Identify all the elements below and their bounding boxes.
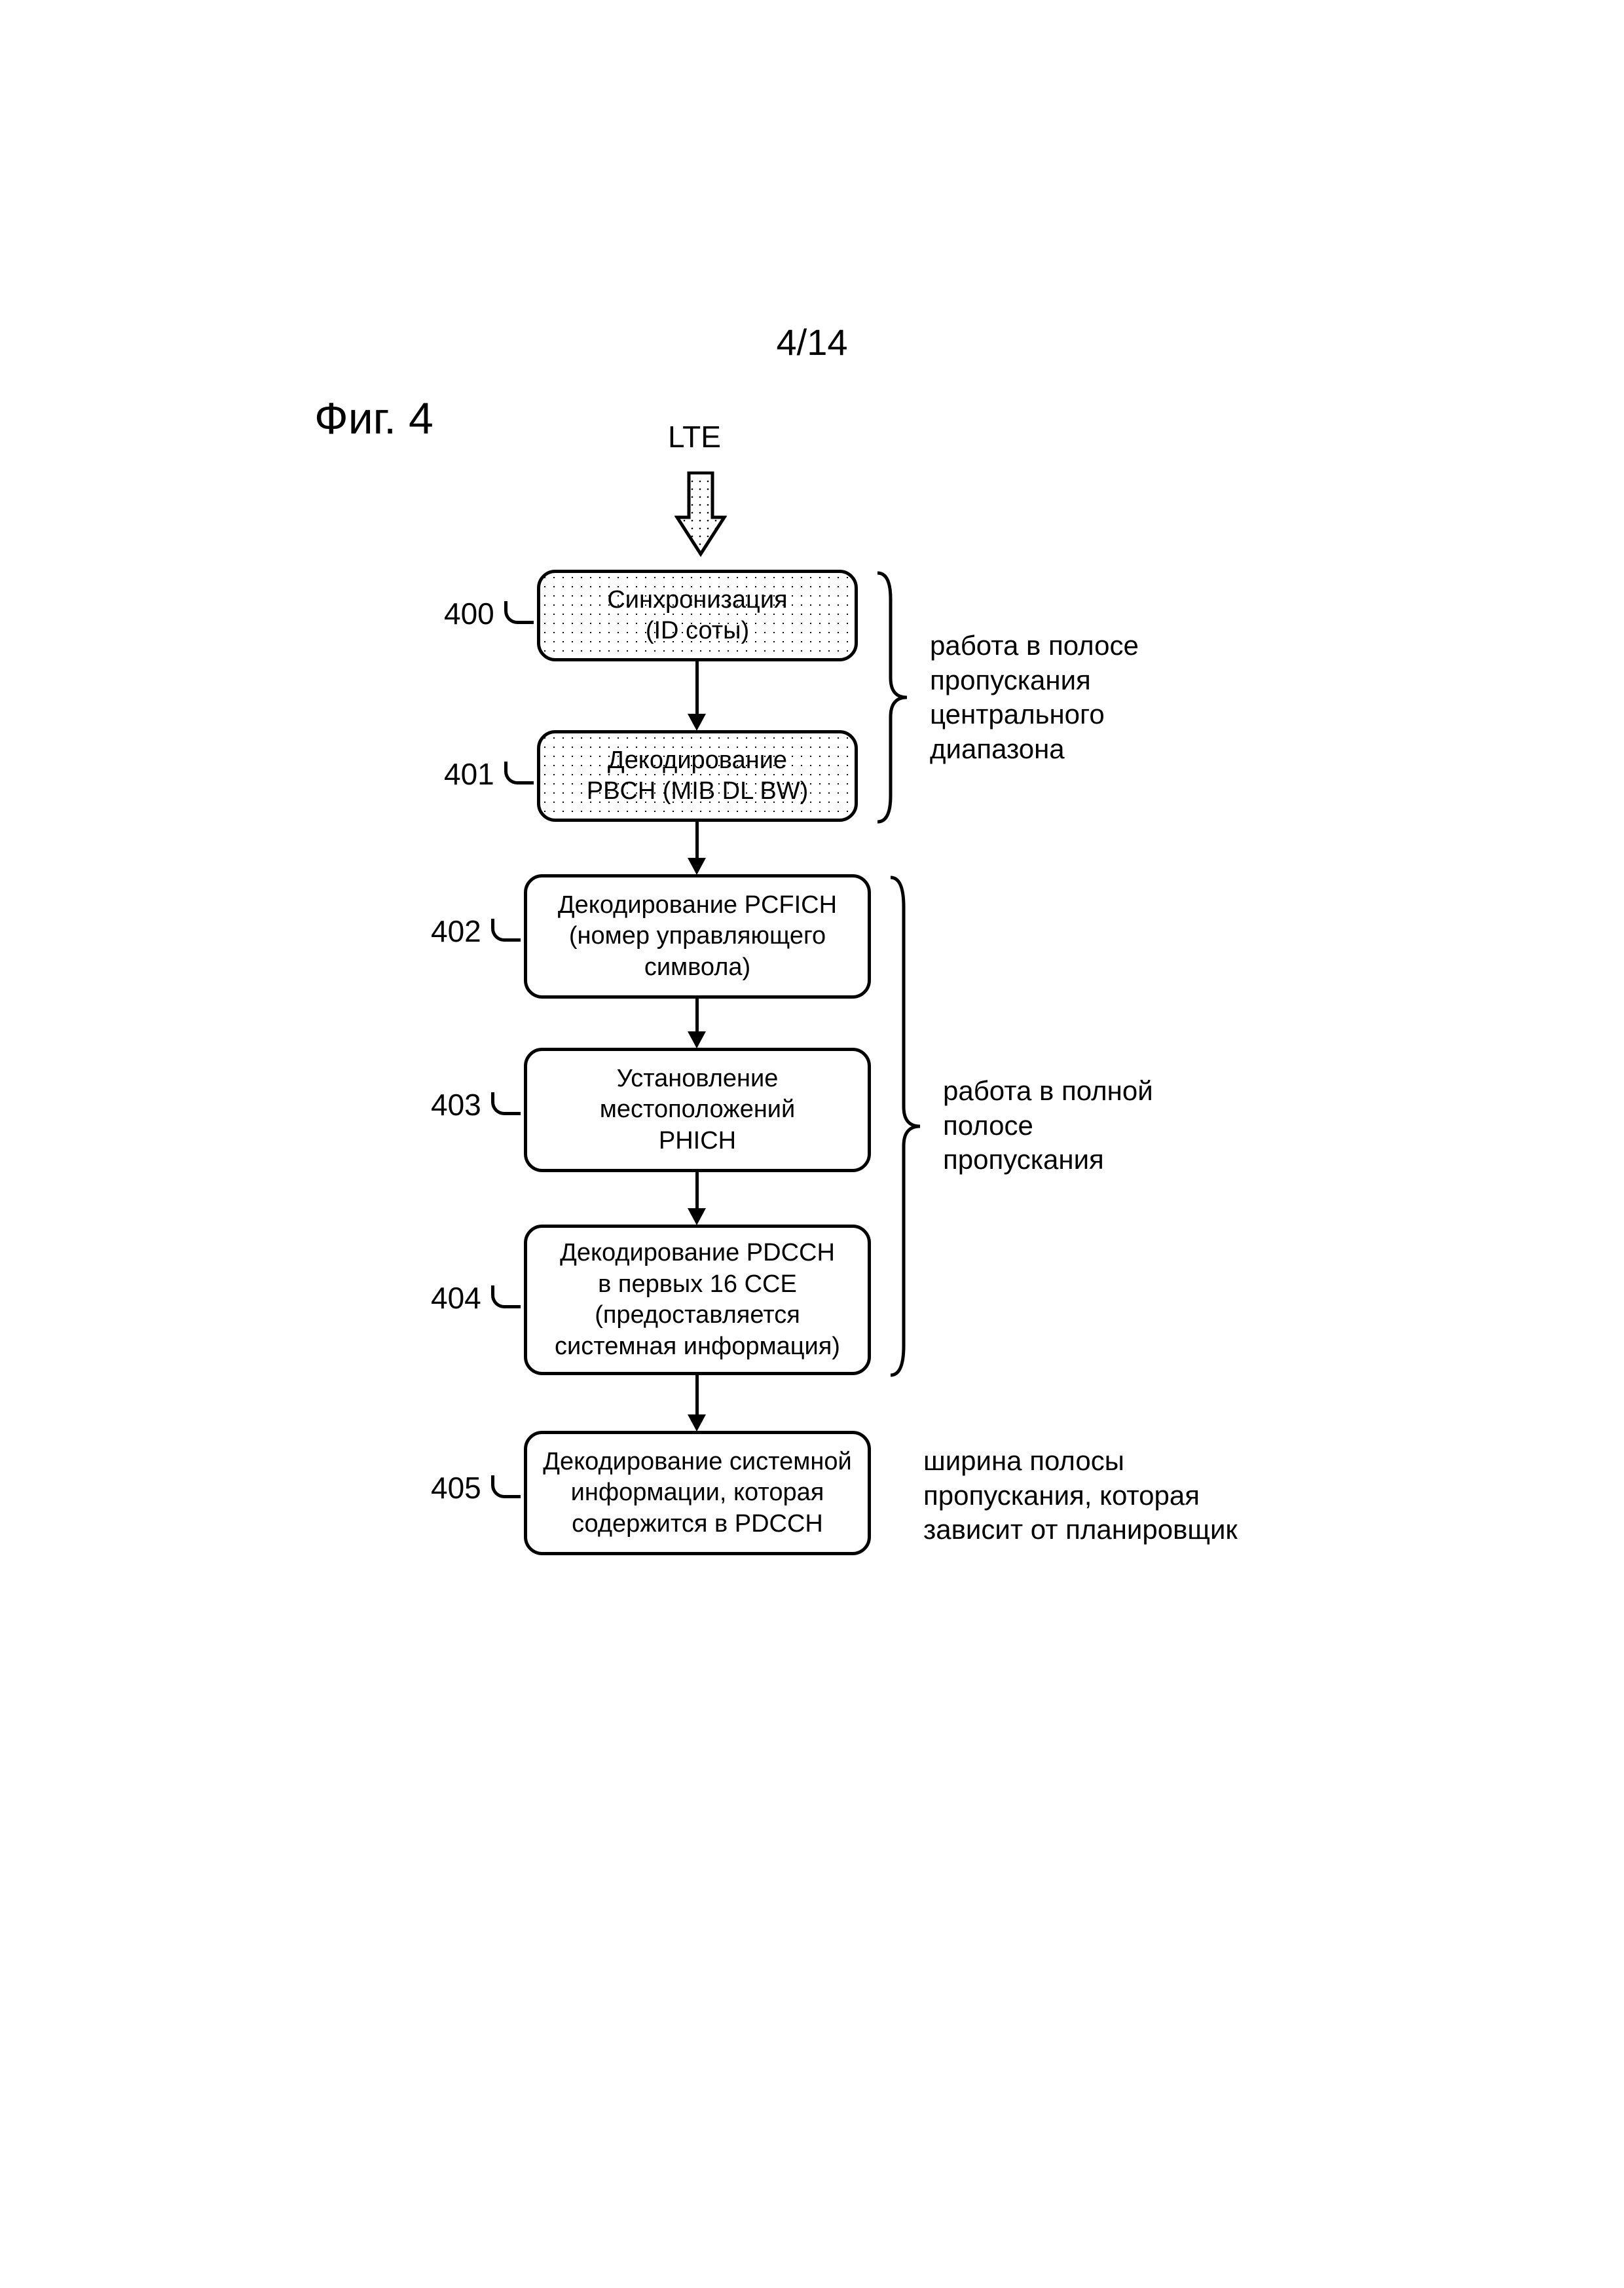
ref-400: 400 (444, 596, 494, 631)
ref-403-hook (491, 1092, 521, 1115)
start-arrow-icon (674, 471, 727, 557)
side-label-2: работа в полной полосе пропускания (943, 1074, 1153, 1177)
step-402-line3: символа) (644, 952, 750, 984)
step-404-line3: (предоставляется (595, 1300, 800, 1331)
page-number: 4/14 (777, 321, 848, 363)
arrow-404-405 (695, 1375, 699, 1414)
arrow-401-402 (695, 822, 699, 858)
step-402-box: Декодирование PCFICH (номер управляющего… (524, 874, 871, 999)
side-2-line2: полосе (943, 1109, 1153, 1143)
ref-405-hook (491, 1475, 521, 1498)
step-404-box: Декодирование PDCCH в первых 16 CCE (пре… (524, 1225, 871, 1375)
side-1-line2: пропускания (930, 663, 1139, 698)
arrow-403-404 (695, 1172, 699, 1208)
step-402-line1: Декодирование PCFICH (558, 890, 837, 921)
step-405-line2: информации, которая (571, 1477, 824, 1509)
brace-1-icon (874, 570, 913, 825)
ref-401-hook (504, 762, 534, 784)
ref-403: 403 (431, 1087, 481, 1122)
side-2-line1: работа в полной (943, 1074, 1153, 1109)
ref-401: 401 (444, 756, 494, 792)
step-403-line1: Установление (617, 1063, 779, 1095)
step-405-line1: Декодирование системной (543, 1447, 852, 1478)
ref-402: 402 (431, 913, 481, 949)
side-3-line1: ширина полосы (923, 1444, 1238, 1479)
step-405-line3: содержится в PDCCH (572, 1509, 823, 1540)
step-402-line2: (номер управляющего (569, 921, 826, 952)
step-401-line2: PBCH (MIB DL BW) (587, 776, 809, 807)
ref-405: 405 (431, 1470, 481, 1505)
step-404-line1: Декодирование PDCCH (560, 1238, 835, 1269)
figure-label: Фиг. 4 (314, 393, 434, 444)
lte-label: LTE (668, 419, 721, 454)
arrow-400-401 (695, 661, 699, 714)
arrow-404-405-head (688, 1414, 706, 1431)
arrow-402-403-head (688, 1031, 706, 1048)
step-403-line3: PHICH (659, 1126, 736, 1157)
side-3-line3: зависит от планировщик (923, 1513, 1238, 1547)
step-400-box: Синхронизация (ID соты) (537, 570, 858, 661)
step-401-box: Декодирование PBCH (MIB DL BW) (537, 730, 858, 822)
arrow-403-404-head (688, 1208, 706, 1225)
step-403-line2: местоположений (600, 1094, 796, 1126)
arrow-401-402-head (688, 858, 706, 875)
side-label-3: ширина полосы пропускания, которая завис… (923, 1444, 1238, 1547)
ref-404: 404 (431, 1280, 481, 1316)
ref-400-hook (504, 601, 534, 624)
step-404-line4: системная информация) (555, 1331, 840, 1363)
side-1-line4: диапазона (930, 732, 1139, 767)
arrow-400-401-head (688, 714, 706, 731)
brace-2-icon (887, 874, 927, 1378)
side-1-line3: центрального (930, 697, 1139, 732)
ref-404-hook (491, 1285, 521, 1308)
arrow-402-403 (695, 999, 699, 1031)
step-400-line2: (ID соты) (646, 616, 749, 647)
side-1-line1: работа в полосе (930, 629, 1139, 663)
side-label-1: работа в полосе пропускания центрального… (930, 629, 1139, 766)
side-2-line3: пропускания (943, 1143, 1153, 1177)
step-405-box: Декодирование системной информации, кото… (524, 1431, 871, 1555)
step-403-box: Установление местоположений PHICH (524, 1048, 871, 1172)
step-400-line1: Синхронизация (607, 585, 787, 616)
side-3-line2: пропускания, которая (923, 1479, 1238, 1513)
step-404-line2: в первых 16 CCE (598, 1269, 797, 1301)
step-401-line1: Декодирование (608, 745, 787, 777)
ref-402-hook (491, 919, 521, 942)
